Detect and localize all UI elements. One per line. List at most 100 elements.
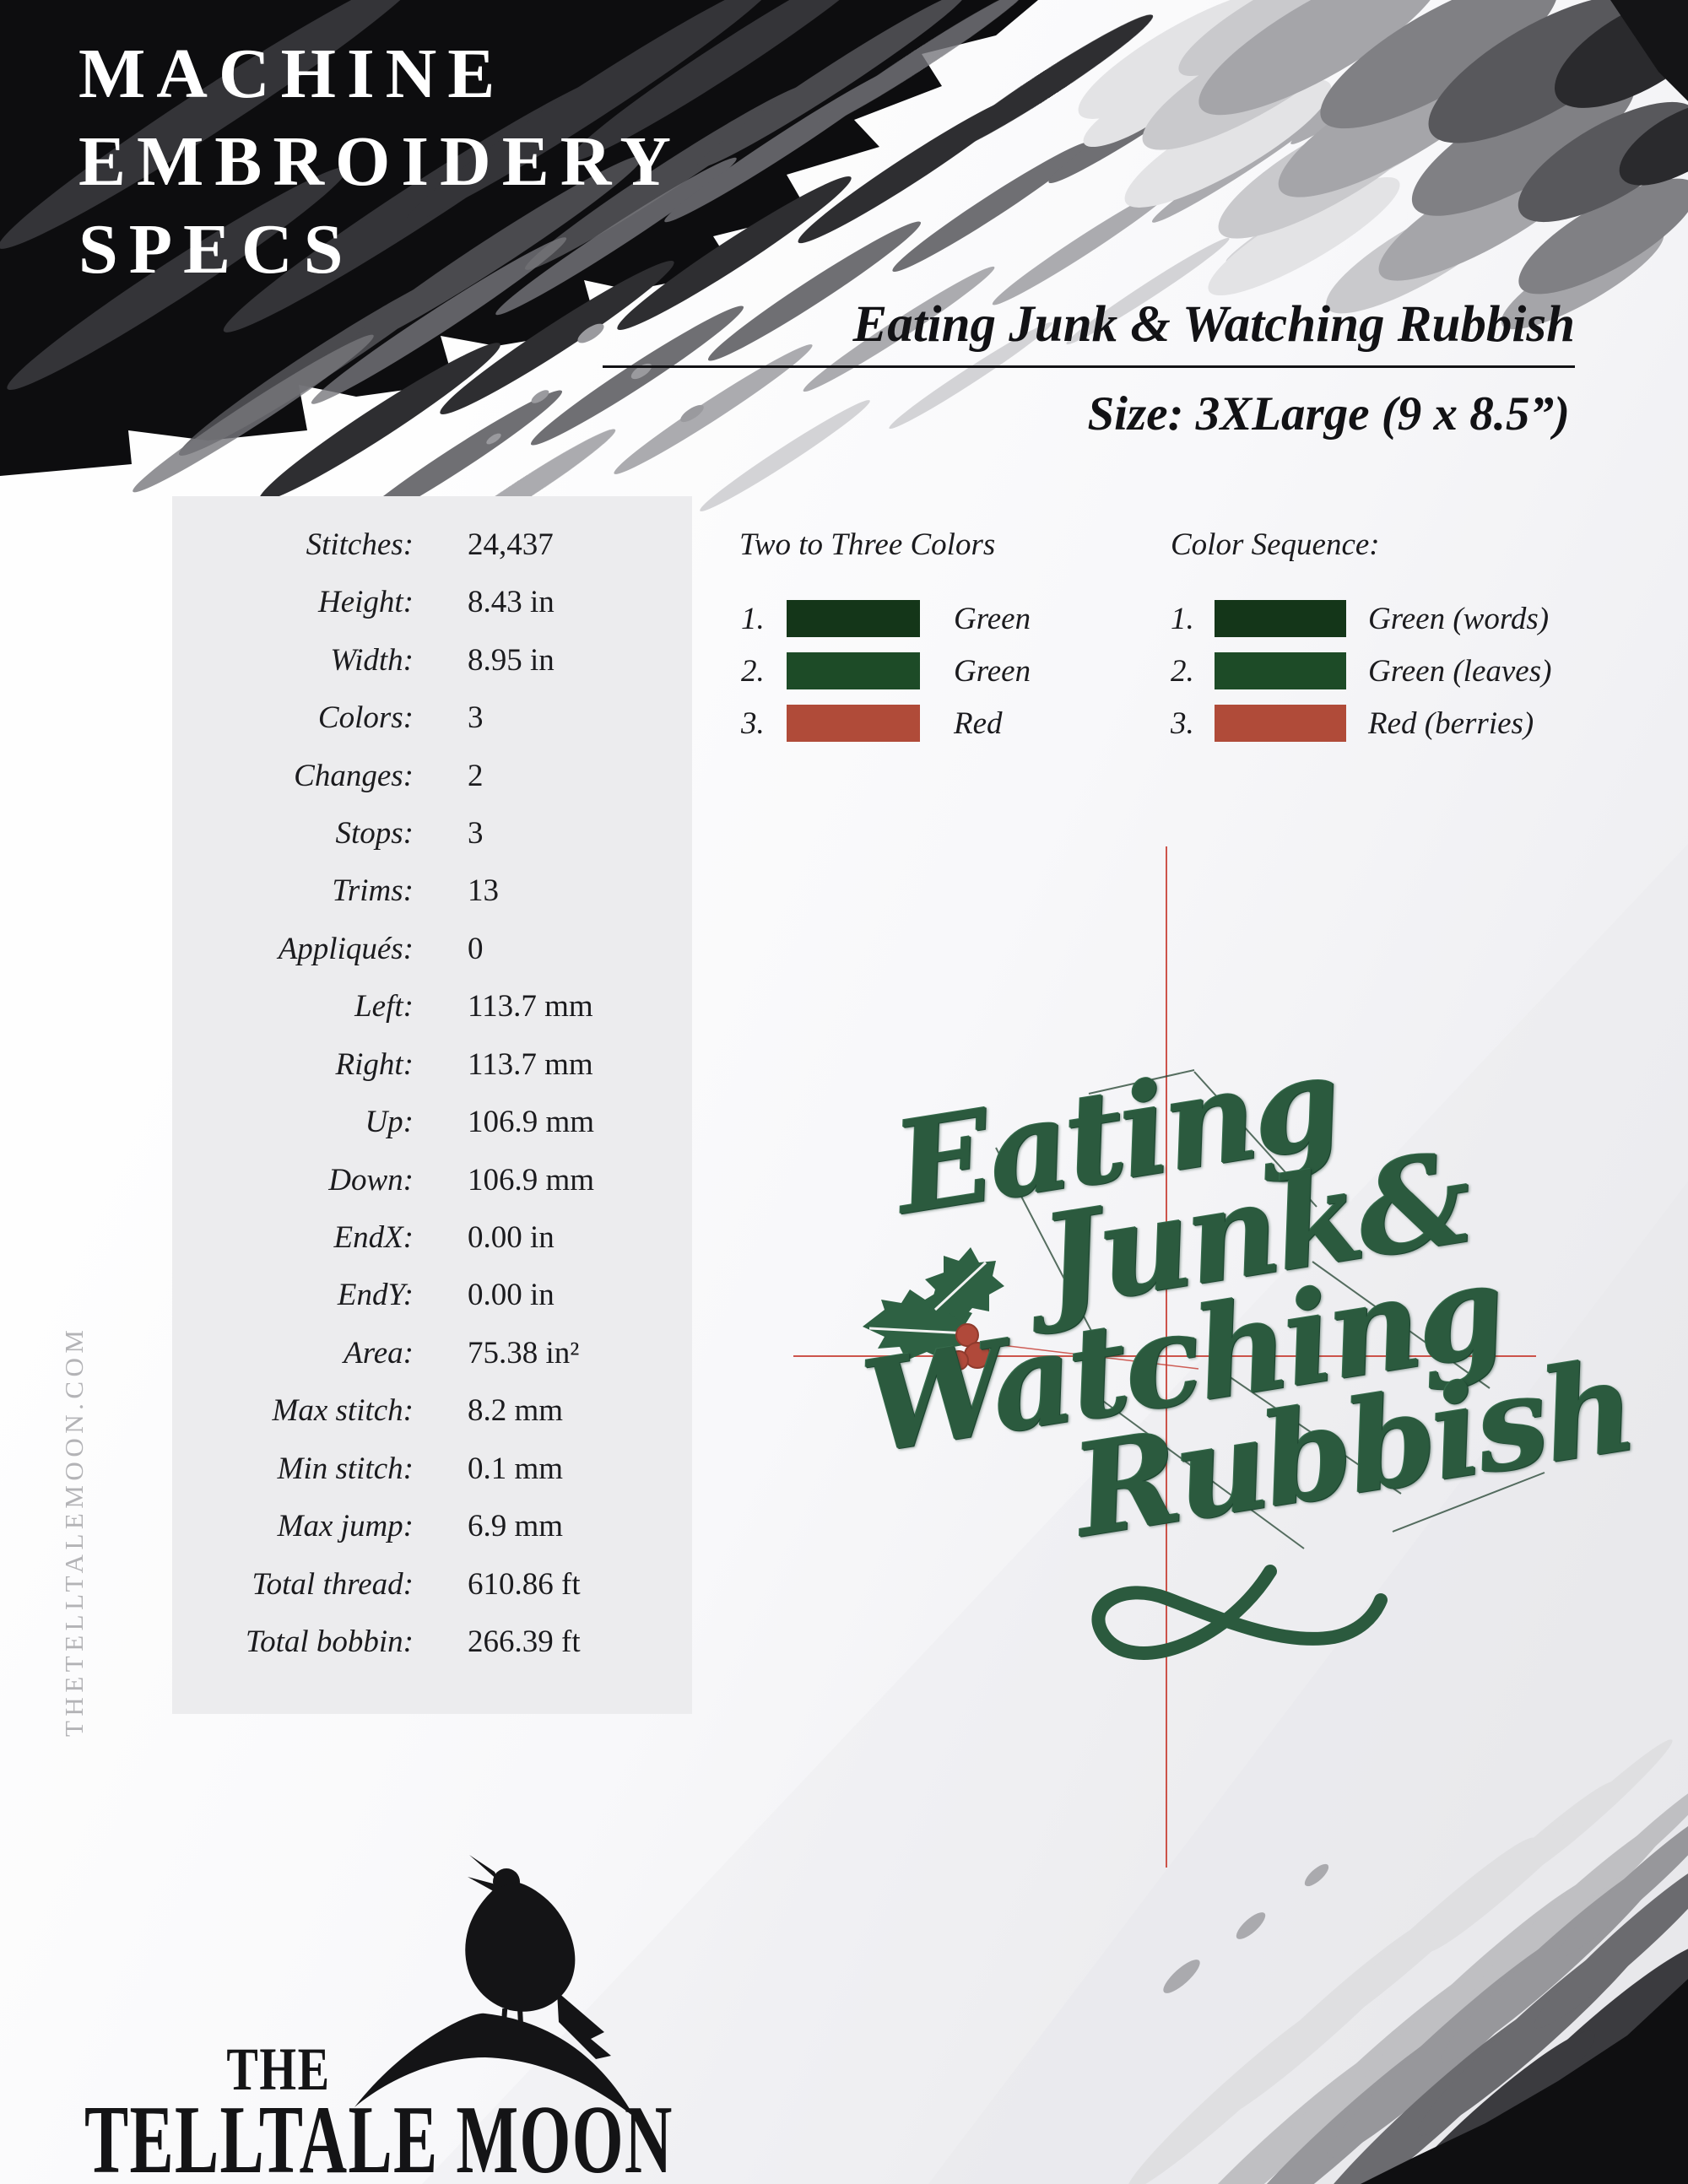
spec-value: 113.7 mm [468,989,593,1024]
spec-value: 13 [468,873,499,908]
spec-value: 8.43 in [468,585,555,619]
spec-row: Changes: 2 [172,748,692,805]
color-item-number: 1. [741,601,765,636]
spec-label: Width: [330,643,414,678]
sequence-item-name: Red (berries) [1368,705,1534,741]
spec-value: 106.9 mm [468,1163,595,1197]
website-vertical-text: THETELLTALEMOON.COM [59,1325,89,1737]
jump-stitch-red-line [987,1343,1199,1370]
sequence-item: 2. Green (leaves) [1171,651,1551,690]
spec-row: EndX: 0.00 in [172,1209,692,1267]
brand-name-main: TELLTALE MOON [84,2086,674,2184]
spec-label: Stitches: [306,527,414,562]
spec-value: 24,437 [468,527,554,562]
banner-inner-streaks-dark [0,0,882,391]
spec-label: Up: [365,1105,414,1139]
spec-label: Down: [328,1163,414,1197]
spec-value: 106.9 mm [468,1105,595,1139]
spec-label: Changes: [294,759,414,793]
page-title-line-3: SPECS [78,210,354,289]
crow-icon [465,1855,611,2059]
spec-value: 6.9 mm [468,1509,564,1543]
spec-label: Total thread: [252,1567,414,1602]
spec-label: Appliqués: [278,932,414,966]
spec-row: Area: 75.38 in² [172,1325,692,1382]
spec-value: 8.95 in [468,643,555,678]
banner-edge-streaks-1 [259,14,1154,501]
title-divider-rule [603,365,1575,368]
color-item-name: Green [954,653,1031,689]
spec-label: Stops: [335,816,414,851]
sequence-legend-heading: Color Sequence: [1171,527,1380,562]
spec-row: Appliqués: 0 [172,921,692,978]
color-item: 3. Red [741,704,1003,743]
sequence-item-number: 2. [1171,653,1194,689]
brand-name-the: THE [226,2035,331,2103]
sequence-swatch [1215,600,1346,637]
spec-row: Stops: 3 [172,805,692,862]
holly-leaf-upper [925,1247,1004,1322]
spec-value: 113.7 mm [468,1047,593,1082]
banner-specks [486,323,704,445]
sequence-item-number: 1. [1171,601,1194,636]
spec-row: Up: 106.9 mm [172,1094,692,1151]
spec-value: 8.2 mm [468,1393,564,1428]
spec-value: 75.38 in² [468,1336,580,1370]
flourish-path [1091,1565,1388,1660]
spec-row: Down: 106.9 mm [172,1152,692,1209]
sequence-item-number: 3. [1171,705,1194,741]
spec-value: 0.00 in [468,1220,555,1255]
spec-value: 0.00 in [468,1278,555,1312]
spec-label: Trims: [332,873,414,908]
spec-label: EndX: [333,1220,414,1255]
spec-value: 0.1 mm [468,1451,564,1486]
holly-berries [949,1323,991,1370]
spec-label: Right: [335,1047,414,1082]
crescent-moon-icon [354,2013,635,2117]
spec-panel: Stitches: 24,437 Height: 8.43 in Width: 8.9… [172,496,692,1714]
spec-row: Stitches: 24,437 [172,516,692,574]
color-item-number: 2. [741,653,765,689]
spec-value: 266.39 ft [468,1624,581,1659]
embroidery-preview-text: Eating Junk& Watching Rubbish [809,1010,1642,1583]
spec-row: Colors: 3 [172,689,692,747]
spec-row: Total thread: 610.86 ft [172,1556,692,1614]
spec-value: 610.86 ft [468,1567,581,1602]
spec-value: 3 [468,816,484,851]
bottom-right-camo [1127,1739,1688,2184]
color-item-number: 3. [741,705,765,741]
spec-row: Max jump: 6.9 mm [172,1498,692,1555]
color-item-name: Red [954,705,1003,741]
banner-inner-streaks-light [133,0,1026,493]
spec-row: Left: 113.7 mm [172,978,692,1035]
colors-legend-heading: Two to Three Colors [739,527,996,562]
color-item-name: Green [954,601,1031,636]
design-size-heading: Size: 3XLarge (9 x 8.5”) [1087,387,1570,441]
spec-label: Colors: [317,700,414,735]
spec-row: Min stitch: 0.1 mm [172,1441,692,1498]
holly-leaves-icon [863,1247,1004,1370]
sequence-item: 1. Green (words) [1171,599,1549,638]
spec-row: Total bobbin: 266.39 ft [172,1614,692,1671]
sequence-swatch [1215,652,1346,689]
spec-value: 3 [468,700,484,735]
top-right-camo [1078,0,1688,330]
sequence-item-name: Green (words) [1368,601,1550,636]
spec-label: Height: [317,585,414,619]
spec-row: Height: 8.43 in [172,574,692,631]
telltale-moon-logo [354,1855,635,2117]
spec-label: Left: [354,989,414,1024]
design-name-heading: Eating Junk & Watching Rubbish [852,296,1575,353]
spec-row: Right: 113.7 mm [172,1036,692,1094]
page-title-line-2: EMBROIDERY [78,122,683,201]
sequence-item-name: Green (leaves) [1368,653,1552,689]
holly-vein-2 [933,1261,987,1311]
spec-row: EndY: 0.00 in [172,1267,692,1324]
spec-row: Max stitch: 8.2 mm [172,1382,692,1440]
page-tint-2 [928,1181,1688,2184]
sequence-item: 3. Red (berries) [1171,704,1534,743]
spec-row: Width: 8.95 in [172,632,692,689]
